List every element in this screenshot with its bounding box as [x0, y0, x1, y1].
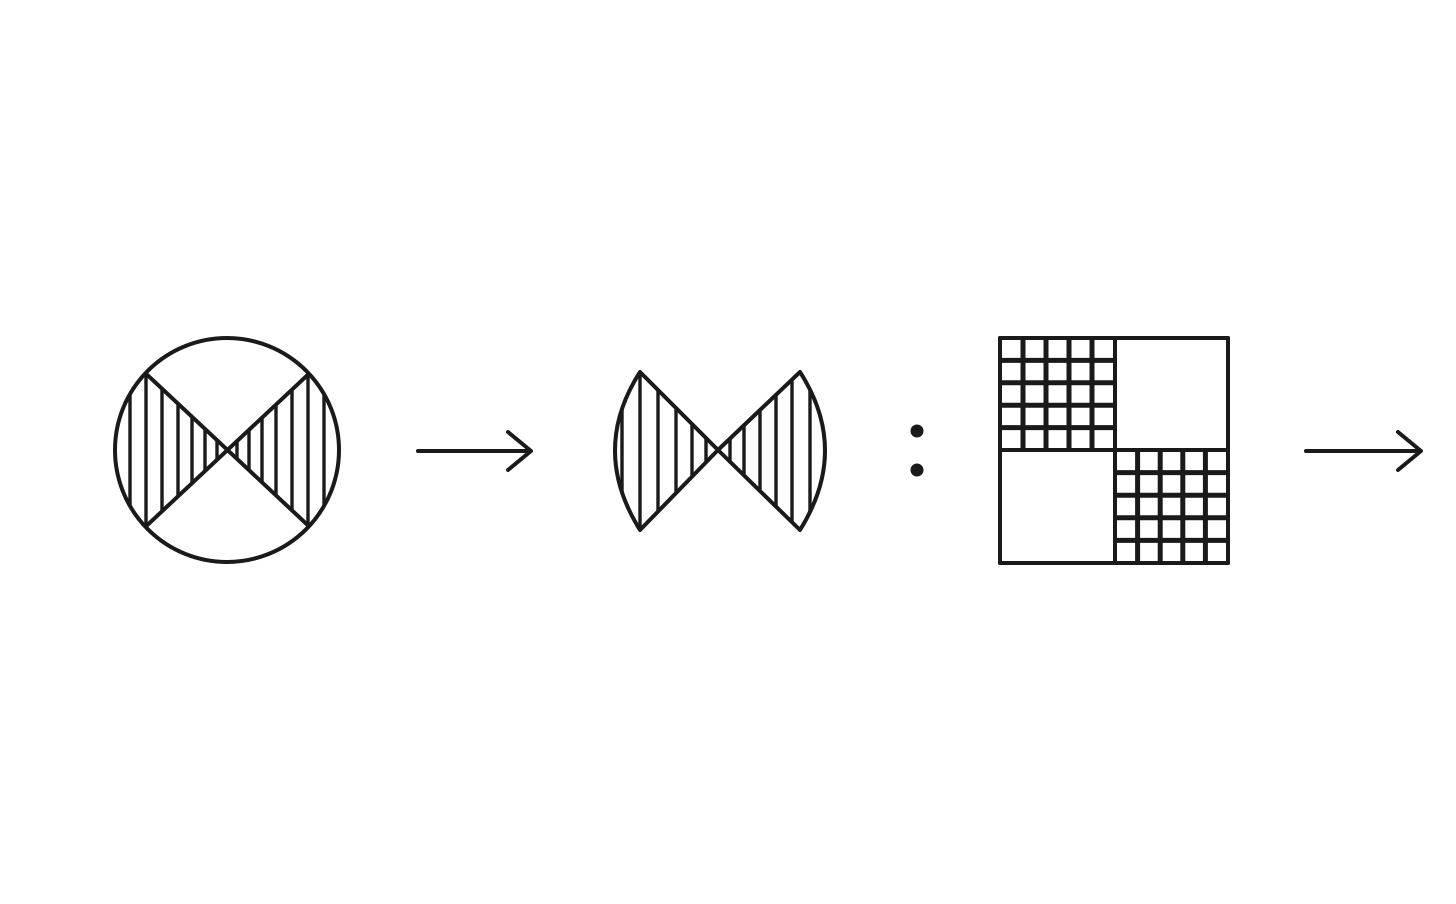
- top-right-quadrant: [1113, 336, 1230, 452]
- bottom-left-quadrant: [998, 448, 1117, 565]
- bowtie-left-hatching: [620, 372, 708, 530]
- checker-grid-square: [998, 336, 1230, 565]
- colon-separator: [910, 424, 924, 477]
- bottom-right-grid: [1115, 450, 1228, 563]
- right-arrow-2: [1304, 430, 1423, 472]
- top-left-quadrant: [998, 336, 1117, 452]
- bottom-right-quadrant: [1113, 448, 1230, 565]
- left-hatching: [128, 340, 219, 560]
- outer-circle: [113, 336, 341, 564]
- top-left-grid: [1000, 338, 1115, 450]
- circle-diagonals: [115, 338, 339, 562]
- bowtie-left-wing: [613, 370, 720, 532]
- right-arrow-1: [416, 430, 533, 472]
- bowtie-right-hatching: [728, 372, 812, 530]
- bowtie-right-wing: [716, 370, 827, 532]
- hatched-bowtie: [613, 370, 827, 532]
- right-hatching: [235, 340, 326, 560]
- hatched-circle-bowtie: [113, 336, 341, 564]
